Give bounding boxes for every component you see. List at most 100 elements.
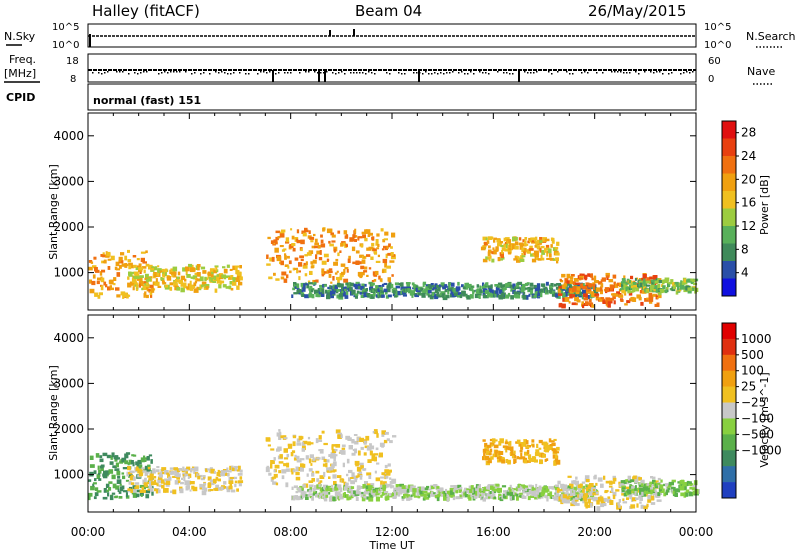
heatmap-cell	[470, 287, 474, 292]
heatmap-cell	[284, 253, 287, 256]
heatmap-cell	[565, 485, 570, 489]
heatmap-cell	[274, 464, 280, 469]
heatmap-cell	[128, 262, 133, 267]
heatmap-cell	[306, 473, 309, 477]
heatmap-cell	[503, 490, 506, 493]
heatmap-cell	[402, 294, 407, 297]
heatmap-cell	[549, 257, 554, 261]
colorbar-tick-label: 24	[741, 149, 756, 163]
heatmap-cell	[239, 265, 242, 269]
heatmap-cell	[304, 254, 308, 257]
heatmap-cell	[375, 242, 378, 246]
heatmap-cell	[194, 472, 199, 475]
heatmap-cell	[285, 237, 290, 243]
heatmap-cell	[381, 269, 385, 274]
heatmap-cell	[588, 497, 593, 500]
heatmap-cell	[102, 496, 108, 500]
heatmap-cell	[540, 254, 543, 260]
heatmap-cell	[155, 278, 158, 283]
heatmap-cell	[380, 494, 383, 498]
heatmap-cell	[271, 477, 275, 480]
heatmap-cell	[207, 468, 210, 471]
heatmap-cell	[500, 294, 505, 299]
heatmap-cell	[308, 468, 313, 472]
heatmap-cell	[493, 488, 498, 492]
heatmap-cell	[360, 465, 364, 470]
heatmap-cell	[286, 462, 290, 468]
heatmap-cell	[552, 496, 555, 499]
heatmap-cell	[368, 492, 373, 496]
heatmap-cell	[536, 247, 540, 250]
heatmap-cell	[383, 439, 388, 444]
heatmap-cell	[522, 294, 527, 300]
heatmap-cell	[268, 472, 272, 476]
heatmap-cell	[337, 493, 342, 498]
heatmap-cell	[684, 482, 688, 487]
heatmap-cell	[574, 503, 580, 506]
heatmap-cell	[375, 492, 380, 496]
heatmap-cell	[609, 500, 614, 505]
heatmap-cell	[200, 484, 205, 487]
heatmap-cell	[103, 281, 107, 286]
heatmap-cell	[541, 257, 545, 261]
heatmap-cell	[305, 261, 308, 265]
heatmap-cell	[139, 271, 142, 274]
heatmap-cell	[226, 467, 229, 473]
heatmap-cell	[221, 274, 226, 279]
heatmap-cell	[621, 493, 625, 496]
heatmap-cell	[283, 463, 288, 467]
heatmap-cell	[384, 290, 388, 295]
heatmap-cell	[644, 490, 649, 495]
heatmap-cell	[339, 273, 344, 277]
heatmap-cell	[424, 487, 429, 491]
heatmap-cell	[108, 487, 112, 491]
colorbar-segment	[722, 323, 736, 340]
heatmap-cell	[493, 239, 496, 243]
heatmap-cell	[385, 496, 388, 501]
heatmap-cell	[170, 268, 175, 273]
heatmap-cell	[208, 482, 212, 487]
heatmap-cell	[130, 489, 134, 493]
heatmap-cell	[89, 288, 95, 294]
heatmap-cell	[603, 475, 606, 480]
heatmap-cell	[636, 487, 641, 490]
heatmap-cell	[406, 286, 412, 290]
heatmap-cell	[645, 288, 650, 294]
colorbar-tick-label: −1000	[741, 443, 782, 457]
heatmap-cell	[225, 286, 231, 289]
heatmap-cell	[279, 454, 283, 459]
heatmap-cell	[287, 445, 293, 449]
heatmap-cell	[572, 286, 577, 290]
heatmap-cell	[121, 263, 126, 267]
heatmap-cell	[113, 283, 116, 286]
heatmap-cell	[170, 470, 175, 475]
heatmap-cell	[374, 270, 379, 275]
nsearch-tick-low: 10^0	[704, 40, 731, 51]
heatmap-cell	[533, 284, 537, 289]
colorbar-tick-label: 1000	[741, 332, 772, 346]
heatmap-cell	[526, 449, 530, 455]
heatmap-cell	[389, 485, 395, 488]
heatmap-cell	[524, 247, 527, 253]
heatmap-cell	[356, 489, 359, 494]
heatmap-cell	[279, 231, 285, 235]
heatmap-cell	[320, 243, 326, 248]
heatmap-cell	[643, 286, 646, 290]
heatmap-cell	[319, 480, 323, 483]
heatmap-cell	[140, 469, 144, 473]
heatmap-cell	[549, 253, 552, 258]
heatmap-cell	[484, 490, 487, 495]
nsky-panel: 10^5 10^0 10^5 10^0 N.Sky N.Search	[4, 22, 796, 51]
heatmap-cell	[516, 439, 521, 444]
heatmap-cell	[231, 281, 237, 286]
heatmap-cell	[276, 256, 282, 262]
heatmap-cell	[587, 498, 591, 504]
heatmap-cell	[328, 240, 331, 244]
heatmap-cell	[280, 260, 284, 266]
heatmap-cell	[94, 292, 99, 297]
heatmap-cell	[98, 478, 102, 481]
heatmap-cell	[523, 459, 528, 464]
heatmap-cell	[318, 496, 321, 500]
heatmap-cell	[125, 479, 130, 482]
heatmap-cell	[502, 445, 507, 449]
